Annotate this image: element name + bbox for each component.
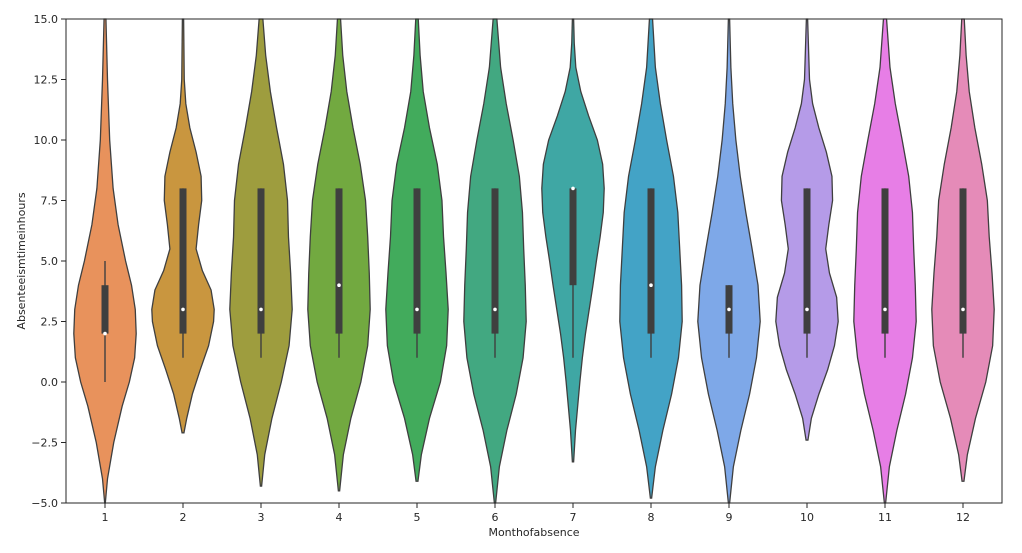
violin-box (335, 188, 343, 334)
violin-5 (385, 18, 449, 482)
violin-median (259, 307, 263, 312)
violin-11 (853, 18, 917, 504)
violin-2 (151, 18, 215, 434)
violin-box (257, 188, 265, 334)
violin-box (413, 188, 421, 334)
violin-body (697, 18, 761, 504)
violin-box (803, 188, 811, 334)
violin-box (569, 188, 577, 286)
violin-3 (229, 18, 293, 487)
x-tick-label: 1 (102, 511, 109, 524)
x-tick-label: 3 (258, 511, 265, 524)
violin-median (883, 307, 887, 312)
violin-box (491, 188, 499, 334)
violin-median (571, 186, 575, 191)
violin-8 (619, 18, 683, 499)
x-tick-label: 7 (570, 511, 577, 524)
violin-median (181, 307, 185, 312)
violin-median (337, 283, 341, 288)
violin-12 (931, 18, 995, 482)
x-tick-label: 12 (956, 511, 970, 524)
violin-median (649, 283, 653, 288)
violin-7 (541, 18, 605, 463)
violin-box (179, 188, 187, 334)
violin-median (961, 307, 965, 312)
violin-1 (73, 18, 137, 504)
y-tick-label: −5.0 (31, 497, 58, 510)
x-tick-label: 8 (648, 511, 655, 524)
y-tick-label: 7.5 (41, 195, 59, 208)
violin-box (647, 188, 655, 334)
y-tick-label: 10.0 (34, 134, 59, 147)
y-tick-label: 2.5 (41, 316, 59, 329)
x-tick-label: 11 (878, 511, 892, 524)
x-tick-label: 9 (726, 511, 733, 524)
violin-median (727, 307, 731, 312)
violin-6 (463, 18, 527, 504)
violins-group (73, 18, 995, 504)
violin-4 (307, 18, 371, 492)
x-axis: 1 2 3 4 5 6 7 8 9 10 11 12 (102, 503, 970, 524)
y-axis: −5.0 −2.5 0.0 2.5 5.0 7.5 10.0 12.5 15.0 (31, 13, 66, 510)
x-tick-label: 6 (492, 511, 499, 524)
violin-median (415, 307, 419, 312)
violin-9 (697, 18, 761, 504)
y-tick-label: 0.0 (41, 376, 59, 389)
violin-median (103, 331, 107, 336)
y-tick-label: 5.0 (41, 255, 59, 268)
y-axis-label: Absenteeismtimeinhours (15, 192, 28, 329)
x-tick-label: 10 (800, 511, 814, 524)
violin-median (493, 307, 497, 312)
x-tick-label: 5 (414, 511, 421, 524)
y-tick-label: 12.5 (34, 74, 59, 87)
violin-10 (775, 18, 839, 441)
violin-box (101, 285, 109, 334)
y-tick-label: −2.5 (31, 437, 58, 450)
violin-median (805, 307, 809, 312)
violin-box (959, 188, 967, 334)
violin-box (881, 188, 889, 334)
plot-area (65, 18, 1003, 504)
x-tick-label: 2 (180, 511, 187, 524)
x-tick-label: 4 (336, 511, 343, 524)
y-tick-label: 15.0 (34, 13, 59, 26)
x-axis-label: Monthofabsence (488, 526, 579, 539)
